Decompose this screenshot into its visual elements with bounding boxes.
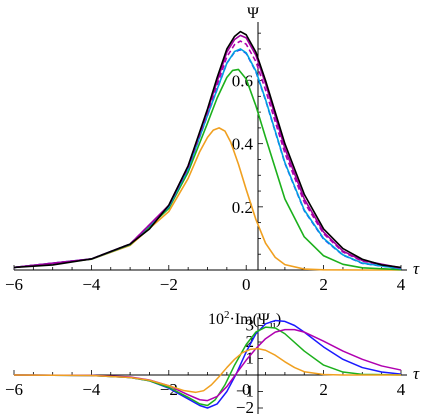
top-series-line-2 — [13, 40, 402, 269]
bottom-x-tick-label: 2 — [319, 380, 328, 399]
bottom-x-tick-label: −6 — [5, 380, 23, 399]
top-x-tick-label: −6 — [5, 275, 23, 294]
top-x-tick-label: 0 — [242, 275, 251, 294]
top-y-tick-label: 0.2 — [232, 198, 253, 217]
bottom-series-line-0 — [13, 319, 402, 409]
top-series-line-5 — [13, 68, 402, 271]
top-series-line-4 — [13, 48, 402, 270]
bottom-series-line-1 — [13, 326, 402, 407]
bottom-y-tick-label: 1 — [246, 349, 255, 368]
top-x-tick-label: −2 — [160, 275, 178, 294]
top-panel: −6 −4 −2 0 2 4 0.2 0.4 0.6 Ψτ — [5, 5, 420, 294]
bottom-y-title-im: ·Im(Ψ — [230, 311, 270, 328]
top-series-line-6 — [13, 127, 401, 271]
bottom-y-title-exp: 2 — [224, 309, 230, 321]
top-x-axis-title: τ — [413, 259, 420, 278]
top-x-tick-label: 4 — [397, 275, 406, 294]
bottom-x-axis-title: τ — [413, 364, 420, 383]
top-y-axis-title: Ψ — [247, 5, 259, 22]
bottom-y-axis-title: 102·Im(Ψii) — [208, 309, 281, 331]
bottom-x-tick-label: −4 — [82, 380, 101, 399]
top-series-line-3 — [13, 48, 402, 270]
bottom-y-title-sub: ii — [270, 319, 276, 331]
bottom-y-title-close: ) — [276, 311, 281, 328]
bottom-y-tick-label: −2 — [236, 398, 254, 414]
top-y-tick-label: 0.4 — [232, 135, 254, 154]
bottom-series-line-3 — [13, 347, 401, 394]
bottom-y-tick-label: 2 — [246, 332, 255, 351]
bottom-y-title-base: 10 — [208, 311, 224, 328]
top-series-line-1 — [13, 34, 402, 269]
top-series-line-0 — [13, 30, 402, 269]
top-x-tick-label: 2 — [319, 275, 328, 294]
bottom-x-tick-label: 4 — [397, 380, 406, 399]
bottom-y-tick-label: −1 — [236, 382, 254, 401]
bottom-series-line-2 — [13, 328, 402, 402]
top-y-tick-label: 0.6 — [232, 72, 253, 91]
bottom-x-tick-label: 0 — [242, 380, 251, 399]
bottom-y-tick-label: 3 — [246, 316, 255, 335]
top-x-tick-label: −4 — [82, 275, 101, 294]
